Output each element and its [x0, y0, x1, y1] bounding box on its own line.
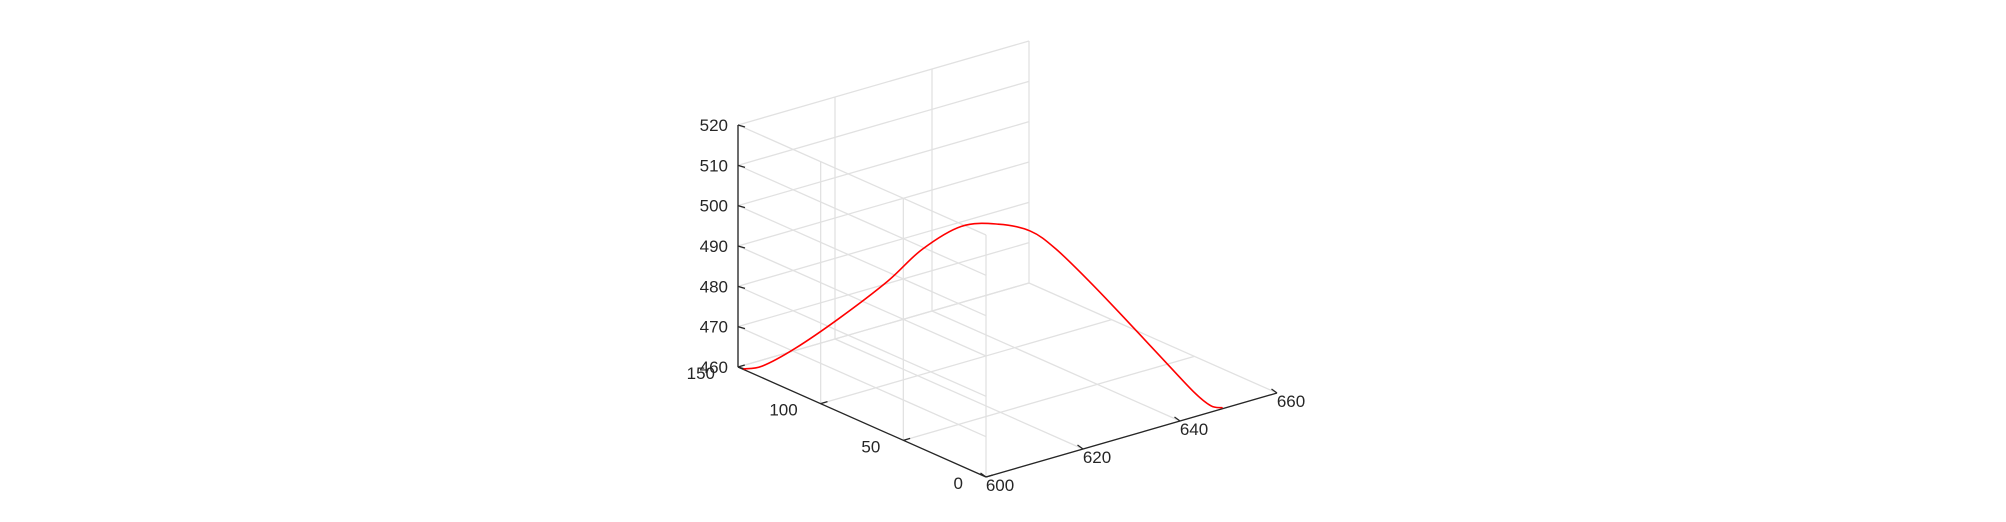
side-wall-gridline-z [737, 80, 1030, 166]
z-tick-mark [737, 285, 746, 289]
z-tick-mark [737, 164, 746, 168]
series [743, 222, 1223, 409]
z-tick-label: 460 [700, 358, 728, 377]
x-tick-label: 600 [986, 476, 1014, 495]
z-tick-label: 500 [700, 197, 728, 216]
x-tick-mark [1271, 388, 1278, 394]
side-wall-gridline-z [737, 201, 1030, 287]
y-tick-label: 0 [954, 474, 963, 493]
floor-gridline-x [931, 310, 1181, 422]
y-tick-label: 100 [769, 401, 797, 420]
grid-lines [737, 40, 1278, 478]
floor-gridline-y [820, 319, 1112, 405]
back-wall-gridline-z [737, 164, 987, 276]
z-tick-label: 480 [700, 277, 728, 296]
z-tick-label: 510 [700, 156, 728, 175]
y-axis-line [737, 366, 987, 478]
y-tick-label: 50 [861, 437, 880, 456]
x-tick-label: 620 [1083, 448, 1111, 467]
back-wall-gridline-z [737, 326, 987, 438]
y-tick-label: 150 [687, 364, 715, 383]
floor-gridline-y [903, 355, 1195, 441]
z-tick-mark [737, 326, 746, 330]
floor-gridline-x [834, 338, 1084, 450]
x-tick-label: 640 [1180, 420, 1208, 439]
x-tick-mark [1174, 416, 1181, 422]
x-tick-mark [1077, 444, 1084, 450]
back-wall-gridline-z [737, 205, 987, 317]
z-tick-mark [737, 205, 746, 209]
x-axis-line [985, 392, 1278, 478]
x-tick-mark [980, 472, 987, 478]
y-tick-mark [985, 474, 993, 478]
y-tick-mark [903, 437, 911, 441]
z-tick-label: 520 [700, 116, 728, 135]
axes [737, 124, 1278, 478]
side-wall-gridline-z [737, 121, 1030, 207]
side-wall-gridline-z [737, 161, 1030, 247]
side-wall-gridline-z [737, 40, 1030, 126]
back-wall-gridline-z [737, 124, 987, 236]
y-tick-mark [820, 401, 828, 405]
series-line-0 [743, 222, 1223, 409]
z-tick-label: 470 [700, 318, 728, 337]
floor-gridline-x [1028, 282, 1278, 394]
back-wall-gridline-z [737, 285, 987, 397]
z-tick-label: 490 [700, 237, 728, 256]
z-tick-mark [737, 245, 746, 249]
x-tick-label: 660 [1277, 392, 1305, 411]
z-tick-mark [737, 124, 746, 128]
